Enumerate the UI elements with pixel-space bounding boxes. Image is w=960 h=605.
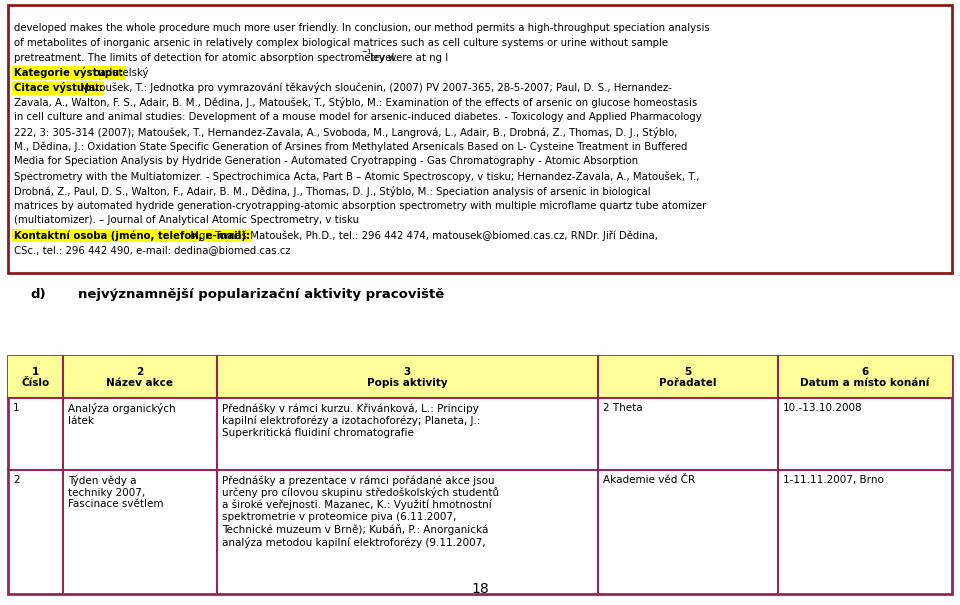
Text: Číslo: Číslo (21, 378, 50, 388)
Text: 5: 5 (684, 367, 692, 377)
Text: 10.-13.10.2008: 10.-13.10.2008 (783, 403, 863, 413)
Text: Spectrometry with the Multiatomizer. - Spectrochimica Acta, Part B – Atomic Spec: Spectrometry with the Multiatomizer. - S… (14, 171, 700, 181)
Text: Analýza organických
látek: Analýza organických látek (68, 403, 176, 425)
Text: Pořadatel: Pořadatel (660, 378, 717, 388)
Text: matrices by automated hydride generation-cryotrapping-atomic absorption spectrom: matrices by automated hydride generation… (14, 201, 707, 211)
Text: Zavala, A., Walton, F. S., Adair, B. M., Dědina, J., Matoušek, T., Stýblo, M.: E: Zavala, A., Walton, F. S., Adair, B. M.,… (14, 97, 697, 108)
Text: Kategorie výstupu:: Kategorie výstupu: (14, 67, 124, 79)
Text: (multiatomizer). – Journal of Analytical Atomic Spectrometry, v tisku: (multiatomizer). – Journal of Analytical… (14, 215, 359, 226)
Text: M., Dědina, J.: Oxidation State Specific Generation of Arsines from Methylated A: M., Dědina, J.: Oxidation State Specific… (14, 142, 687, 152)
Text: 222, 3: 305-314 (2007); Matoušek, T., Hernandez-Zavala, A., Svoboda, M., Langrov: 222, 3: 305-314 (2007); Matoušek, T., He… (14, 126, 678, 137)
Text: 2 Theta: 2 Theta (603, 403, 642, 413)
Text: Matoušek, T.: Jednotka pro vymrazování těkavých sloučenin, (2007) PV 2007-365, 2: Matoušek, T.: Jednotka pro vymrazování t… (78, 82, 672, 93)
Text: d): d) (30, 288, 46, 301)
Text: Týden vědy a
techniky 2007,
Fascinace světlem: Týden vědy a techniky 2007, Fascinace sv… (68, 475, 163, 509)
Bar (8, 5, 952, 273)
Text: 3: 3 (404, 367, 411, 377)
Text: of metabolites of inorganic arsenic in relatively complex biological matrices su: of metabolites of inorganic arsenic in r… (14, 38, 668, 48)
Text: in cell culture and animal studies: Development of a mouse model for arsenic-ind: in cell culture and animal studies: Deve… (14, 112, 702, 122)
Text: Mgr. Tomáš Matoušek, Ph.D., tel.: 296 442 474, matousek@biomed.cas.cz, RNDr. Jiř: Mgr. Tomáš Matoušek, Ph.D., tel.: 296 44… (187, 230, 658, 241)
Text: nejvýznamnější popularizační aktivity pracoviště: nejvýznamnější popularizační aktivity pr… (78, 288, 444, 301)
Text: Akademie věd ČR: Akademie věd ČR (603, 475, 695, 485)
Text: −1: −1 (361, 49, 372, 55)
Text: Název akce: Název akce (107, 378, 173, 388)
Text: Media for Speciation Analysis by Hydride Generation - Automated Cryotrapping - G: Media for Speciation Analysis by Hydride… (14, 156, 638, 166)
Text: 1-11.11.2007, Brno: 1-11.11.2007, Brno (783, 475, 884, 485)
Bar (8, 356, 952, 594)
Text: Citace výstupu:: Citace výstupu: (14, 82, 103, 93)
Text: level.: level. (368, 53, 397, 62)
Text: 2: 2 (136, 367, 143, 377)
Text: Přednášky v rámci kurzu. Křivánková, L.: Principy
kapilní elektroforézy a izotac: Přednášky v rámci kurzu. Křivánková, L.:… (222, 403, 480, 438)
Text: Drobná, Z., Paul, D. S., Walton, F., Adair, B. M., Dědina, J., Thomas, D. J., St: Drobná, Z., Paul, D. S., Walton, F., Ada… (14, 186, 651, 197)
Text: Kontaktní osoba (jméno, telefon, e-mail):: Kontaktní osoba (jméno, telefon, e-mail)… (14, 230, 251, 241)
Text: 2: 2 (13, 475, 19, 485)
Text: developed makes the whole procedure much more user friendly. In conclusion, our : developed makes the whole procedure much… (14, 23, 709, 33)
Bar (8, 356, 952, 398)
Text: CSc., tel.: 296 442 490, e-mail: dedina@biomed.cas.cz: CSc., tel.: 296 442 490, e-mail: dedina@… (14, 245, 291, 255)
Text: 18: 18 (471, 582, 489, 596)
Text: Přednášky a prezentace v rámci pořádané akce jsou
určeny pro cílovou skupinu stř: Přednášky a prezentace v rámci pořádané … (222, 475, 499, 548)
Text: pretreatment. The limits of detection for atomic absorption spectrometry were at: pretreatment. The limits of detection fo… (14, 53, 448, 62)
Text: 1: 1 (13, 403, 19, 413)
Text: badatelský: badatelský (90, 67, 149, 79)
Text: Popis aktivity: Popis aktivity (367, 378, 447, 388)
Text: 6: 6 (861, 367, 869, 377)
Text: Datum a místo konání: Datum a místo konání (801, 378, 930, 388)
Text: 1: 1 (32, 367, 39, 377)
